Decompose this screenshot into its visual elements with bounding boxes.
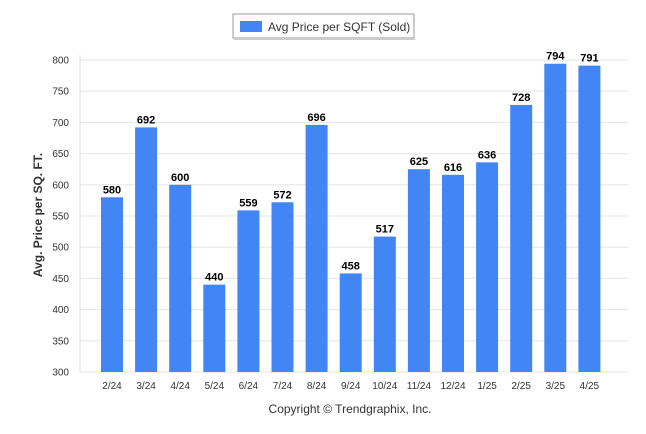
x-axis-ticks: 2/24 3/24 4/24 5/24 6/24 7/24 8/24 9/24 10/24 11/…	[102, 381, 599, 392]
legend-swatch	[240, 21, 262, 32]
x-tick-label: 4/24	[170, 381, 190, 392]
x-tick-label: 3/24	[136, 381, 156, 392]
bar-value-label: 728	[512, 92, 530, 104]
bar-value-label: 616	[444, 162, 462, 174]
x-tick-label: 11/24	[407, 381, 432, 392]
x-tick-label: 8/24	[307, 381, 327, 392]
bar	[510, 104, 533, 372]
bar-series	[101, 63, 601, 373]
y-tick-label: 300	[52, 368, 69, 379]
y-tick-label: 600	[52, 180, 69, 191]
bar-value-label: 517	[376, 224, 394, 236]
y-tick-label: 400	[52, 305, 69, 316]
x-tick-label: 9/24	[341, 381, 361, 392]
bar	[135, 127, 158, 372]
bar-value-label: 791	[580, 53, 598, 65]
x-tick-label: 6/24	[239, 381, 259, 392]
x-tick-label: 4/25	[580, 381, 600, 392]
legend-entry-label: Avg Price per SQFT (Sold)	[268, 20, 410, 34]
x-tick-label: 10/24	[372, 381, 397, 392]
y-tick-label: 450	[52, 274, 69, 285]
bar-value-label: 580	[103, 184, 121, 196]
y-tick-label: 800	[52, 56, 69, 67]
bar-value-label: 692	[137, 114, 155, 126]
bar	[237, 210, 260, 372]
x-tick-label: 5/24	[205, 381, 225, 392]
bar	[169, 184, 192, 372]
legend: Avg Price per SQFT (Sold)	[232, 13, 415, 40]
x-tick-label: 3/25	[546, 381, 566, 392]
y-tick-label: 350	[52, 336, 69, 347]
bar-value-label: 458	[342, 260, 360, 272]
y-axis-label: Avg. Price per SQ. FT.	[31, 153, 45, 277]
x-tick-label: 12/24	[440, 381, 465, 392]
copyright-text: Copyright © Trendgraphix, Inc.	[269, 402, 432, 416]
bar	[271, 202, 294, 372]
x-tick-label: 2/25	[511, 381, 531, 392]
bar-value-label: 440	[205, 272, 223, 284]
bar	[442, 174, 464, 372]
bar-value-label: 625	[410, 156, 428, 168]
bar-value-label: 636	[478, 149, 496, 161]
bar	[544, 63, 567, 373]
bar	[101, 197, 123, 372]
x-tick-label: 1/25	[477, 381, 497, 392]
bar-value-label: 572	[273, 189, 291, 201]
data-labels: 580 692 600 440 559 572 696 458 517 625 616 636 728 7…	[103, 51, 599, 284]
bar	[305, 124, 328, 372]
legend-box	[232, 13, 415, 39]
y-tick-label: 650	[52, 149, 69, 160]
bar-value-label: 794	[546, 51, 565, 63]
bar	[339, 273, 362, 372]
x-tick-label: 2/24	[102, 381, 122, 392]
y-tick-label: 550	[52, 212, 69, 223]
bar	[373, 236, 396, 372]
x-tick-label: 7/24	[273, 381, 293, 392]
bar	[476, 162, 499, 372]
bar-value-label: 696	[307, 112, 325, 124]
y-tick-label: 500	[52, 243, 69, 254]
bar	[407, 169, 430, 372]
bar-value-label: 600	[171, 172, 189, 184]
y-axis-ticks: 300 350 400 450 500 550 600 650 700 750 800	[52, 56, 69, 379]
bar	[578, 65, 601, 372]
bar-value-label: 559	[239, 197, 257, 209]
bar	[203, 284, 226, 372]
y-tick-label: 750	[52, 87, 69, 98]
y-tick-label: 700	[52, 118, 69, 129]
